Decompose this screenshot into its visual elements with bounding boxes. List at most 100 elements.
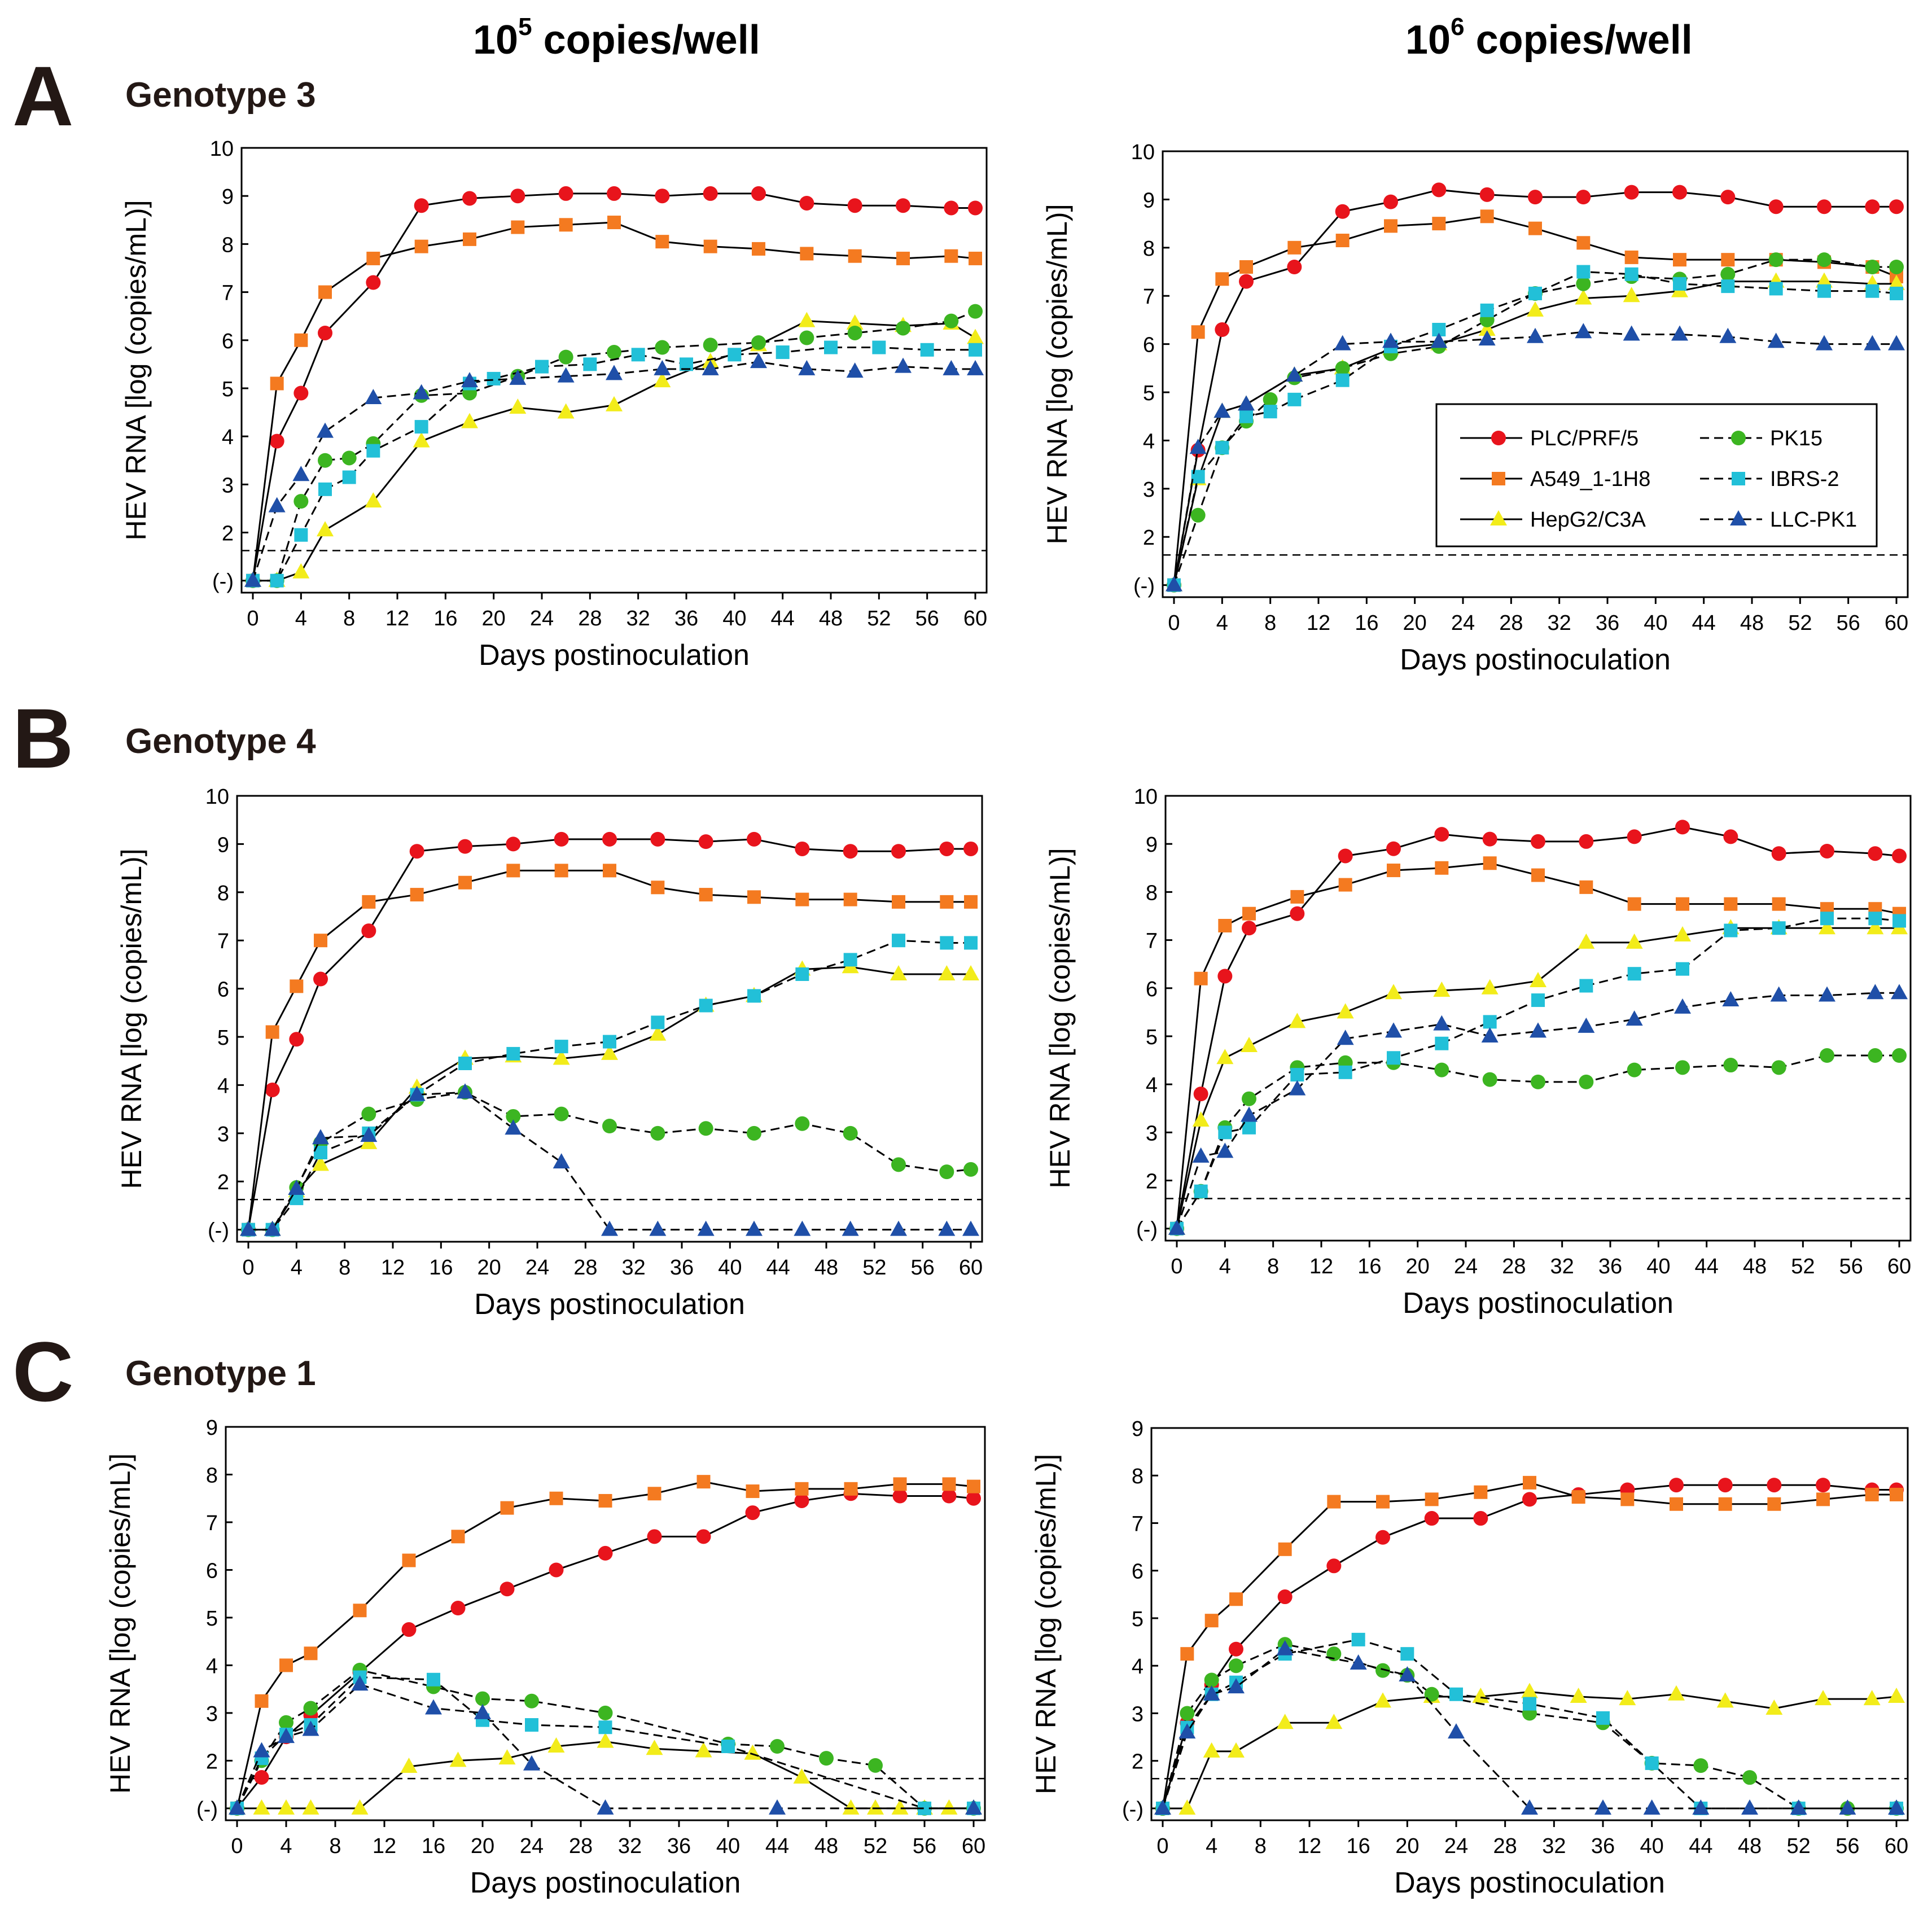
series-llc-pk1 — [240, 1083, 979, 1236]
data-point — [1576, 236, 1591, 250]
data-point — [547, 1737, 565, 1753]
data-point — [461, 413, 478, 428]
x-tick-label: 16 — [433, 607, 457, 630]
x-tick-label: 28 — [573, 1256, 597, 1280]
data-point — [842, 1799, 860, 1815]
data-point — [824, 340, 838, 354]
data-point — [583, 357, 597, 371]
data-point — [795, 892, 809, 906]
data-point — [1721, 253, 1735, 267]
data-point — [697, 1220, 715, 1236]
y-tick-label: 3 — [222, 474, 234, 497]
x-tick-label: 12 — [381, 1256, 405, 1280]
data-point — [302, 1799, 319, 1815]
data-point — [964, 936, 978, 950]
x-tick-label: 36 — [667, 1834, 691, 1858]
data-point — [1480, 209, 1494, 224]
data-point — [597, 1799, 614, 1815]
data-point — [312, 1129, 329, 1145]
data-point — [751, 186, 766, 201]
data-point — [890, 1220, 907, 1236]
y-axis-label: HEV RNA [log (copies/mL)] — [1030, 1454, 1062, 1794]
data-point — [1891, 984, 1908, 1000]
data-point — [524, 1693, 539, 1709]
y-tick-label: 6 — [1146, 978, 1158, 1001]
data-point — [1674, 998, 1691, 1014]
y-tick-label: 10 — [210, 137, 234, 161]
data-point — [1263, 392, 1278, 407]
data-point — [554, 1040, 568, 1054]
data-point — [598, 1720, 612, 1734]
x-tick-label: 12 — [1307, 611, 1330, 635]
data-point — [776, 345, 790, 360]
data-point — [1578, 1017, 1595, 1033]
x-tick-label: 44 — [766, 1256, 790, 1280]
y-tick-label: 4 — [1146, 1074, 1158, 1097]
series-line — [247, 869, 971, 1230]
y-tick-label: 6 — [222, 330, 234, 353]
data-point — [450, 1601, 466, 1616]
data-point — [890, 965, 907, 980]
series-hepg2-c3a — [240, 958, 979, 1236]
data-point — [290, 979, 304, 993]
data-point — [510, 189, 525, 204]
data-point — [304, 1646, 318, 1661]
data-point — [1435, 861, 1449, 875]
data-point — [896, 198, 910, 213]
data-point — [1673, 277, 1686, 291]
data-point — [1527, 327, 1544, 343]
data-point — [941, 1488, 957, 1504]
data-point — [966, 1491, 981, 1506]
y-tick-label: 2 — [217, 1171, 229, 1194]
data-point — [341, 450, 357, 466]
data-point — [819, 1751, 834, 1766]
data-point — [1216, 1049, 1234, 1065]
data-point — [606, 396, 623, 411]
series-llc-pk1 — [244, 353, 984, 587]
data-point — [794, 1220, 811, 1236]
data-point — [703, 338, 718, 353]
data-point — [1242, 921, 1256, 936]
series-line — [1176, 992, 1899, 1229]
data-point — [1327, 1495, 1341, 1509]
data-point — [1770, 986, 1788, 1002]
x-tick-label: 24 — [525, 1256, 549, 1280]
data-point — [795, 1482, 809, 1496]
data-point — [1480, 303, 1494, 317]
y-tick-label: 9 — [206, 1416, 218, 1440]
data-point — [1645, 1756, 1659, 1770]
y-tick-label: 7 — [1143, 285, 1155, 309]
series-ibrs-2 — [1156, 1632, 1903, 1815]
y-tick-label: 7 — [1132, 1512, 1144, 1536]
x-tick-label: 16 — [429, 1256, 453, 1280]
data-point — [1579, 880, 1593, 894]
series-line — [252, 361, 975, 581]
data-point — [867, 1799, 884, 1815]
data-point — [967, 328, 984, 344]
data-point — [1718, 1478, 1733, 1493]
data-point — [1229, 1658, 1243, 1674]
y-tick-label: 9 — [217, 833, 229, 857]
data-point — [939, 841, 954, 856]
y-tick-label: 10 — [1134, 785, 1158, 809]
data-point — [965, 1799, 982, 1815]
x-tick-label: 24 — [1451, 611, 1475, 635]
data-point — [1523, 1475, 1536, 1490]
data-point — [265, 1025, 279, 1039]
data-point — [1241, 1106, 1258, 1122]
data-point — [943, 360, 960, 375]
data-point — [1668, 1685, 1685, 1701]
legend-marker — [1730, 510, 1747, 525]
series-line — [236, 1669, 974, 1810]
x-tick-label: 16 — [422, 1834, 445, 1858]
data-point — [846, 314, 864, 330]
series-line — [247, 838, 971, 1230]
x-tick-label: 24 — [1454, 1255, 1478, 1278]
x-axis-label: Days postinoculation — [474, 1288, 745, 1321]
data-point — [1769, 282, 1783, 296]
data-point — [535, 360, 549, 374]
panel-title-genotype-4: Genotype 4 — [125, 722, 316, 761]
data-point — [895, 357, 912, 373]
